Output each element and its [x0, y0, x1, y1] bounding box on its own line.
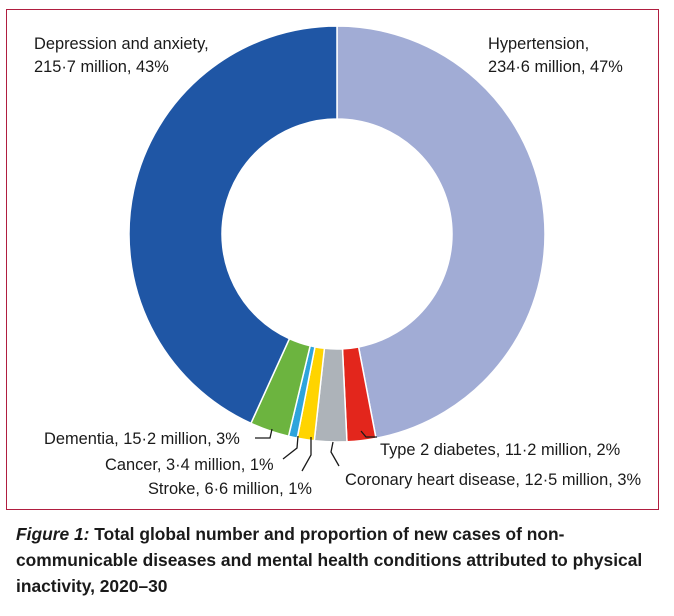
- leader-lines: [255, 428, 377, 472]
- label-depression: Depression and anxiety, 215·7 million, 4…: [34, 33, 209, 79]
- figure-frame: [6, 9, 659, 510]
- donut-slices: [128, 25, 546, 443]
- figure-label: Figure 1:: [16, 524, 90, 544]
- slice-depression-and-anxiety: [128, 25, 338, 425]
- label-diabetes: Type 2 diabetes, 11·2 million, 2%: [380, 441, 621, 459]
- figure-caption-text: Total global number and proportion of ne…: [16, 524, 643, 596]
- label-hypertension-line1: Hypertension,: [488, 35, 590, 53]
- label-stroke: Stroke, 6·6 million, 1%: [148, 480, 312, 498]
- leader-diabetes: [360, 430, 377, 438]
- leader-chd: [330, 441, 340, 467]
- leader-cancer: [282, 435, 299, 460]
- label-hypertension: Hypertension, 234·6 million, 47%: [488, 33, 623, 79]
- label-cancer: Cancer, 3·4 million, 1%: [105, 456, 274, 474]
- label-dementia: Dementia, 15·2 million, 3%: [44, 430, 240, 448]
- figure-caption: Figure 1: Total global number and propor…: [16, 521, 664, 599]
- label-depression-line2: 215·7 million, 43%: [34, 58, 169, 76]
- leader-dementia: [255, 428, 273, 439]
- slice-hypertension: [336, 25, 546, 440]
- leader-stroke: [301, 437, 312, 472]
- label-chd: Coronary heart disease, 12·5 million, 3%: [345, 471, 642, 489]
- label-hypertension-line2: 234·6 million, 47%: [488, 58, 623, 76]
- label-depression-line1: Depression and anxiety,: [34, 35, 209, 53]
